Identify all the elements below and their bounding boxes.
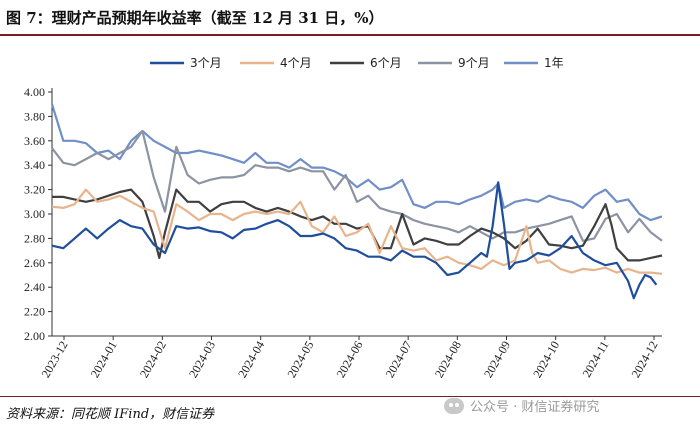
y-grid: 4.00 3.80 3.60 3.40 3.20 3.00 2.80 2.60 2.40 2.20… bbox=[24, 85, 52, 343]
title-bar: 图 7：理财产品预期年收益率（截至 12 月 31 日，%） bbox=[0, 0, 700, 36]
x-tick-label: 2024-08 bbox=[432, 339, 464, 381]
series-group bbox=[50, 103, 663, 300]
y-tick-label: 3.20 bbox=[24, 183, 45, 197]
x-tick-label: 2024-05 bbox=[284, 339, 316, 381]
series-line-5 bbox=[50, 103, 663, 222]
source-note: 资料来源：同花顺 IFind，财信证券 bbox=[6, 407, 215, 422]
x-tick-label: 2024-02 bbox=[137, 339, 169, 381]
legend-label-4: 9个月 bbox=[458, 56, 490, 70]
y-tick-label: 3.00 bbox=[24, 207, 45, 221]
x-tick-label: 2024-04 bbox=[235, 339, 267, 381]
legend-label-5: 1年 bbox=[544, 56, 564, 70]
line-chart: 3个月 4个月 6个月 9个月 1年 4.00 3.80 3.60 3.40 3.20 3.00 2… bbox=[24, 56, 663, 381]
chart-title: 图 7：理财产品预期年收益率（截至 12 月 31 日，%） bbox=[6, 9, 384, 27]
legend: 3个月 4个月 6个月 9个月 1年 bbox=[150, 56, 564, 70]
y-tick-label: 4.00 bbox=[24, 85, 45, 99]
x-tick-label: 2024-11 bbox=[580, 339, 612, 380]
legend-label-3: 6个月 bbox=[370, 56, 402, 70]
x-tick-label: 2024-10 bbox=[530, 339, 562, 381]
watermark: 公众号 · 财信证券研究 bbox=[444, 396, 694, 418]
x-tick-label: 2023-12 bbox=[38, 339, 70, 381]
series-line-2 bbox=[51, 188, 663, 275]
y-tick-label: 2.20 bbox=[24, 305, 45, 319]
footer-divider bbox=[0, 396, 700, 397]
x-tick-label: 2024-07 bbox=[383, 339, 415, 381]
x-tick-label: 2024-06 bbox=[333, 339, 365, 381]
wechat-icon bbox=[444, 397, 464, 414]
x-tick-label: 2024-12 bbox=[628, 339, 660, 381]
series-line-3 bbox=[52, 188, 663, 262]
series-line-1 bbox=[51, 181, 658, 300]
legend-label-2: 4个月 bbox=[280, 56, 312, 70]
series-line-4 bbox=[51, 129, 663, 242]
watermark-text: 公众号 · 财信证券研究 bbox=[470, 400, 600, 415]
x-tick-label: 2024-03 bbox=[186, 339, 218, 381]
y-tick-label: 2.40 bbox=[24, 280, 45, 294]
x-tick-label: 2024-09 bbox=[481, 339, 513, 381]
y-tick-label: 2.00 bbox=[24, 329, 45, 343]
y-tick-label: 3.80 bbox=[24, 109, 45, 123]
y-tick-label: 2.60 bbox=[24, 256, 45, 270]
y-tick-label: 3.60 bbox=[24, 134, 45, 148]
y-tick-label: 2.80 bbox=[24, 231, 45, 245]
y-tick-label: 3.40 bbox=[24, 158, 45, 172]
legend-label-1: 3个月 bbox=[190, 56, 222, 70]
x-tick-label: 2024-01 bbox=[88, 339, 120, 381]
